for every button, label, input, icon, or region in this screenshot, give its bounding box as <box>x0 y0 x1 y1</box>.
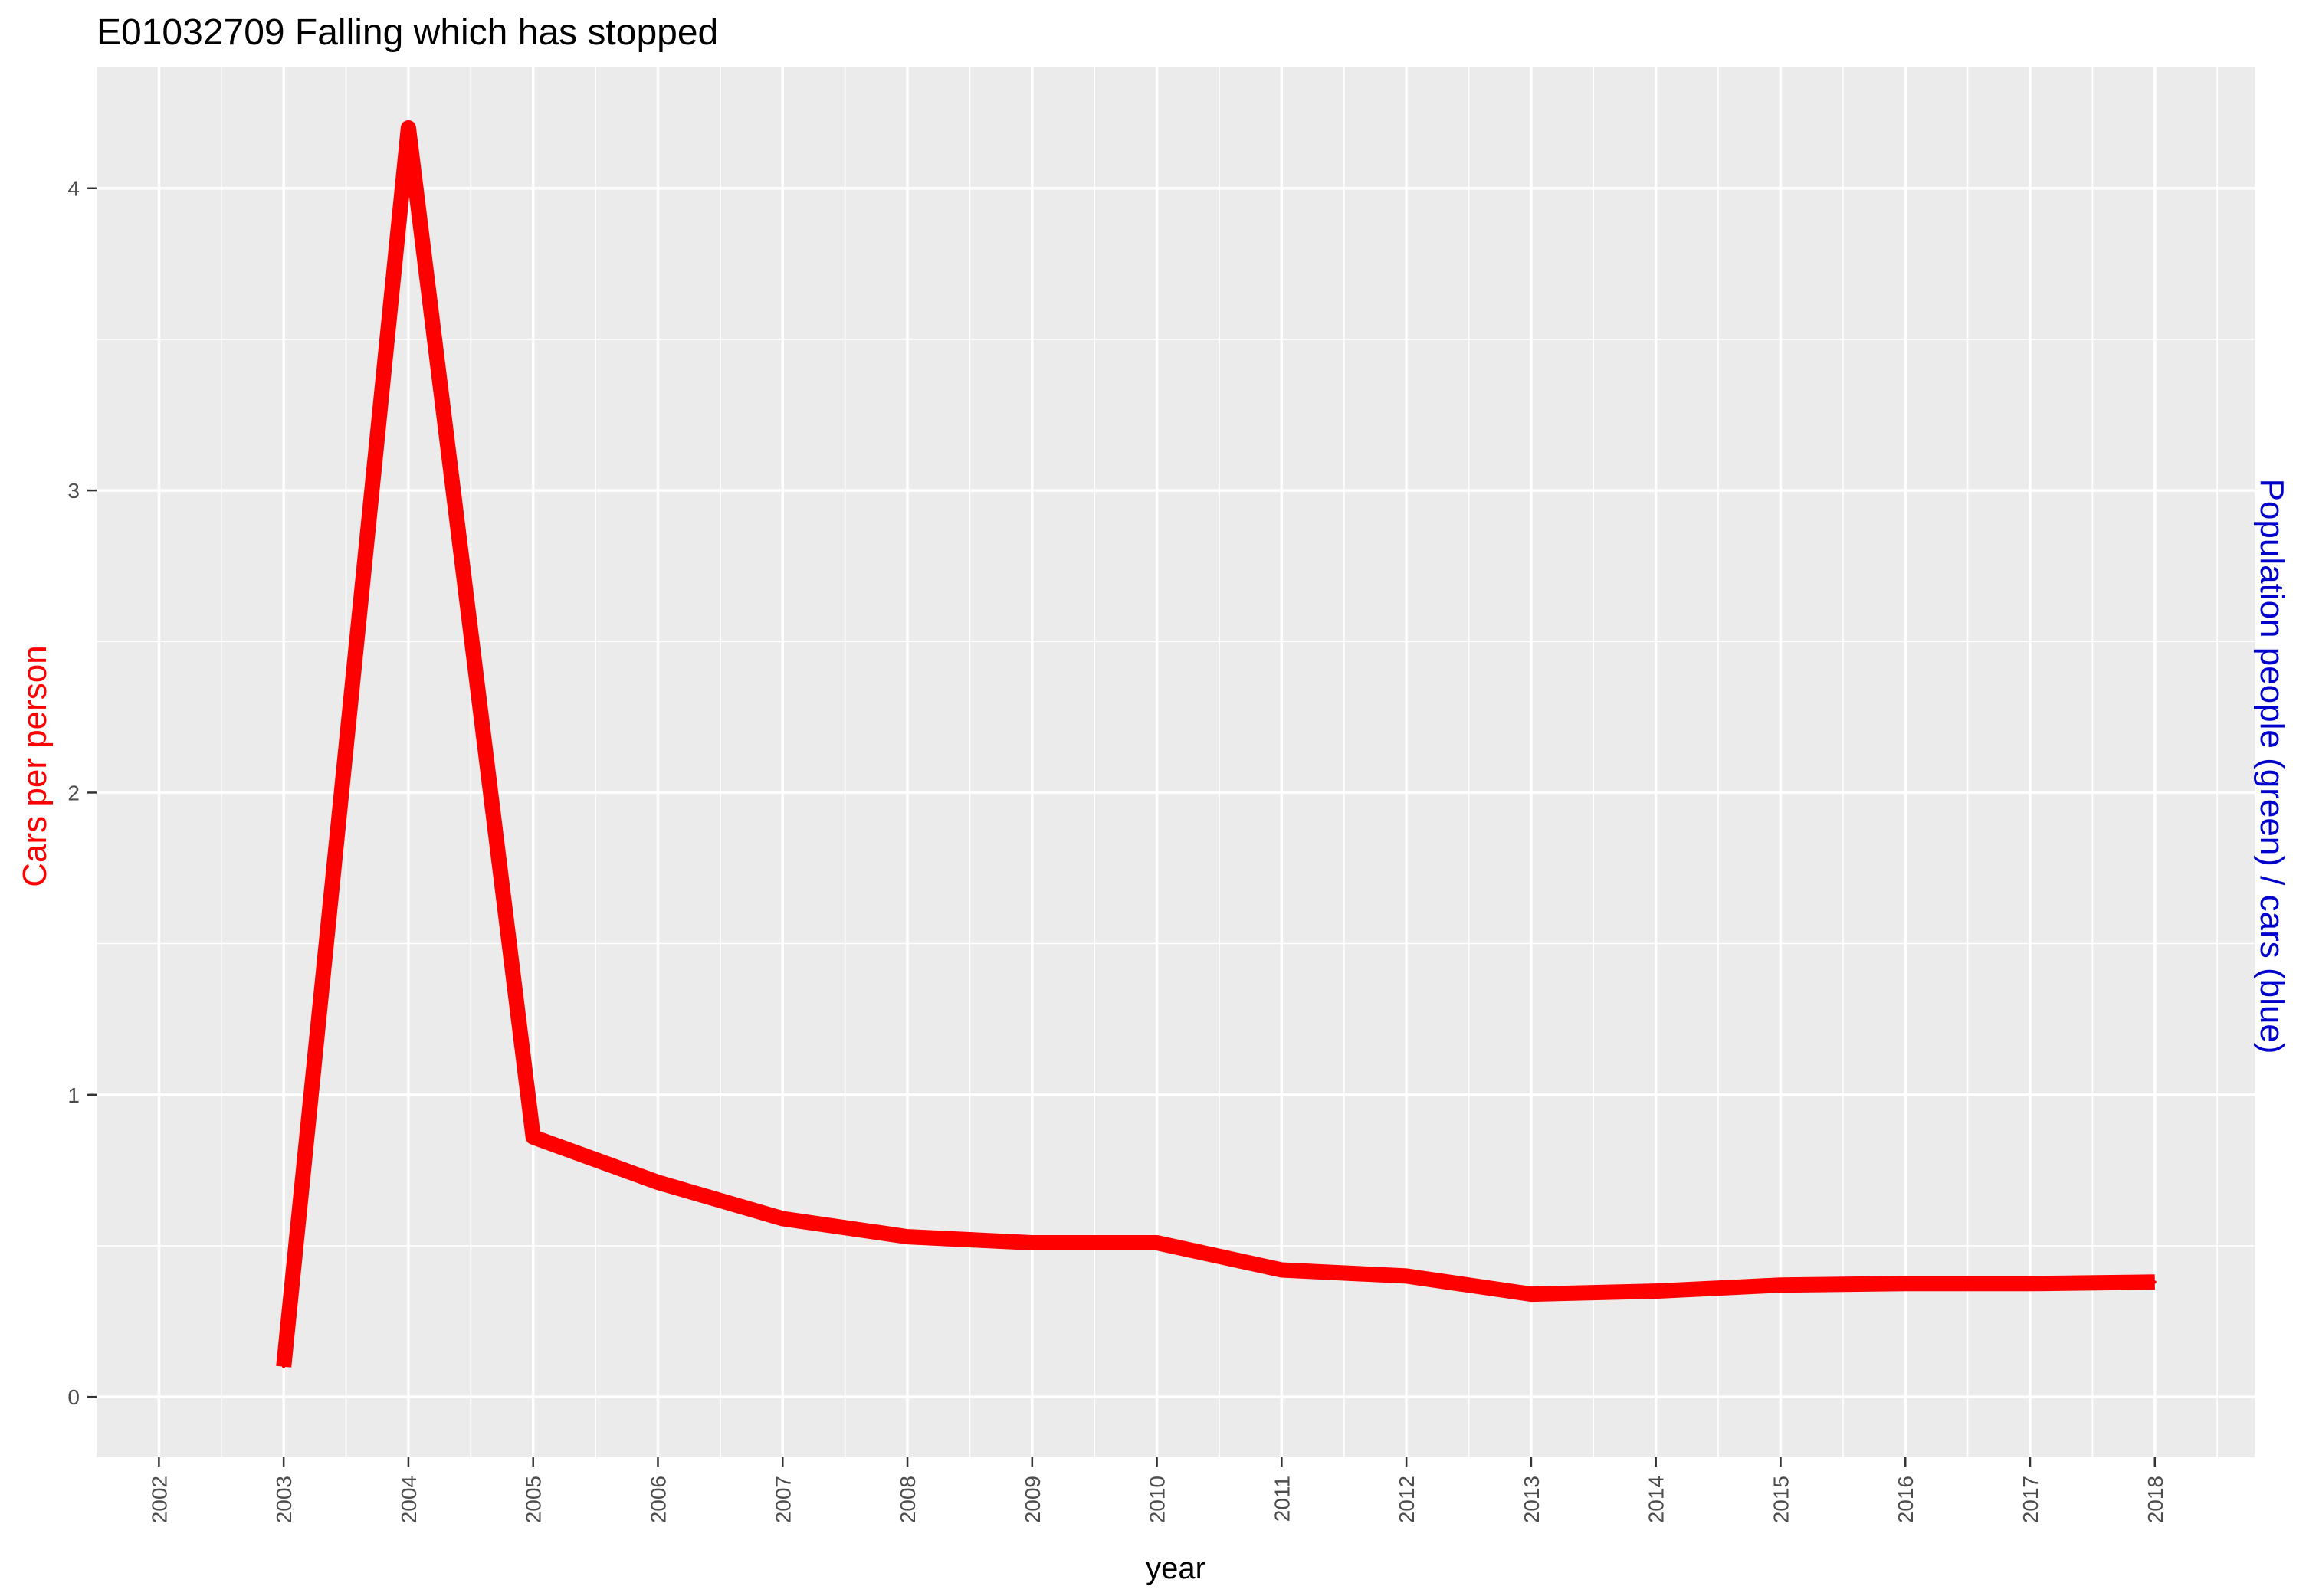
series-line <box>276 120 2155 1368</box>
data-point <box>1155 1241 1159 1245</box>
x-tick-label: 2011 <box>1270 1476 1294 1522</box>
x-tick-label: 2007 <box>771 1476 795 1523</box>
axes: 2002 2003 2004 2005 2006 2007 2008 2009 2010 2011… <box>67 177 2167 1524</box>
x-tick-label: 2008 <box>896 1476 920 1523</box>
x-tick-label: 2012 <box>1395 1476 1419 1523</box>
x-tick-label: 2003 <box>272 1476 296 1523</box>
y-tick-label: 4 <box>67 177 80 201</box>
x-tick-label: 2006 <box>646 1476 670 1523</box>
x-tick-label: 2014 <box>1645 1476 1668 1523</box>
x-tick-label: 2004 <box>397 1476 421 1523</box>
x-tick-label: 2002 <box>147 1476 171 1523</box>
data-point <box>1779 1283 1783 1287</box>
x-tick-label: 2016 <box>1894 1476 1917 1523</box>
x-tick-label: 2013 <box>1520 1476 1543 1523</box>
data-point <box>906 1235 910 1239</box>
y-axis-label-right: Population people (green) / cars (blue) <box>2253 479 2291 1054</box>
x-tick-label: 2009 <box>1021 1476 1045 1523</box>
x-tick-label: 2010 <box>1146 1476 1169 1523</box>
data-point <box>1280 1268 1284 1272</box>
y-axis-label-left: Cars per person <box>16 645 54 886</box>
x-tick-label: 2015 <box>1769 1476 1793 1523</box>
data-point <box>781 1217 785 1221</box>
series-layer <box>276 120 2157 1368</box>
x-tick-label: 2017 <box>2019 1476 2042 1523</box>
data-point <box>2153 1280 2157 1284</box>
data-point <box>1030 1241 1034 1245</box>
data-point <box>1529 1293 1533 1296</box>
plot-panel <box>97 67 2255 1457</box>
data-point <box>1405 1274 1409 1278</box>
chart-title: E01032709 Falling which has stopped <box>97 12 718 53</box>
data-point <box>656 1181 660 1185</box>
x-axis-label: year <box>1146 1552 1205 1585</box>
y-tick-label: 3 <box>67 479 80 503</box>
x-tick-label: 2005 <box>522 1476 546 1523</box>
y-tick-label: 1 <box>67 1083 80 1107</box>
data-point <box>282 1365 286 1368</box>
data-point <box>1654 1290 1658 1293</box>
data-point <box>2029 1282 2032 1286</box>
data-point <box>531 1135 535 1139</box>
data-point <box>1904 1282 1907 1286</box>
x-tick-label: 2018 <box>2144 1476 2167 1523</box>
data-point <box>406 126 410 129</box>
y-tick-label: 0 <box>67 1385 80 1409</box>
y-tick-label: 2 <box>67 781 80 805</box>
grid-lines <box>97 67 2255 1457</box>
